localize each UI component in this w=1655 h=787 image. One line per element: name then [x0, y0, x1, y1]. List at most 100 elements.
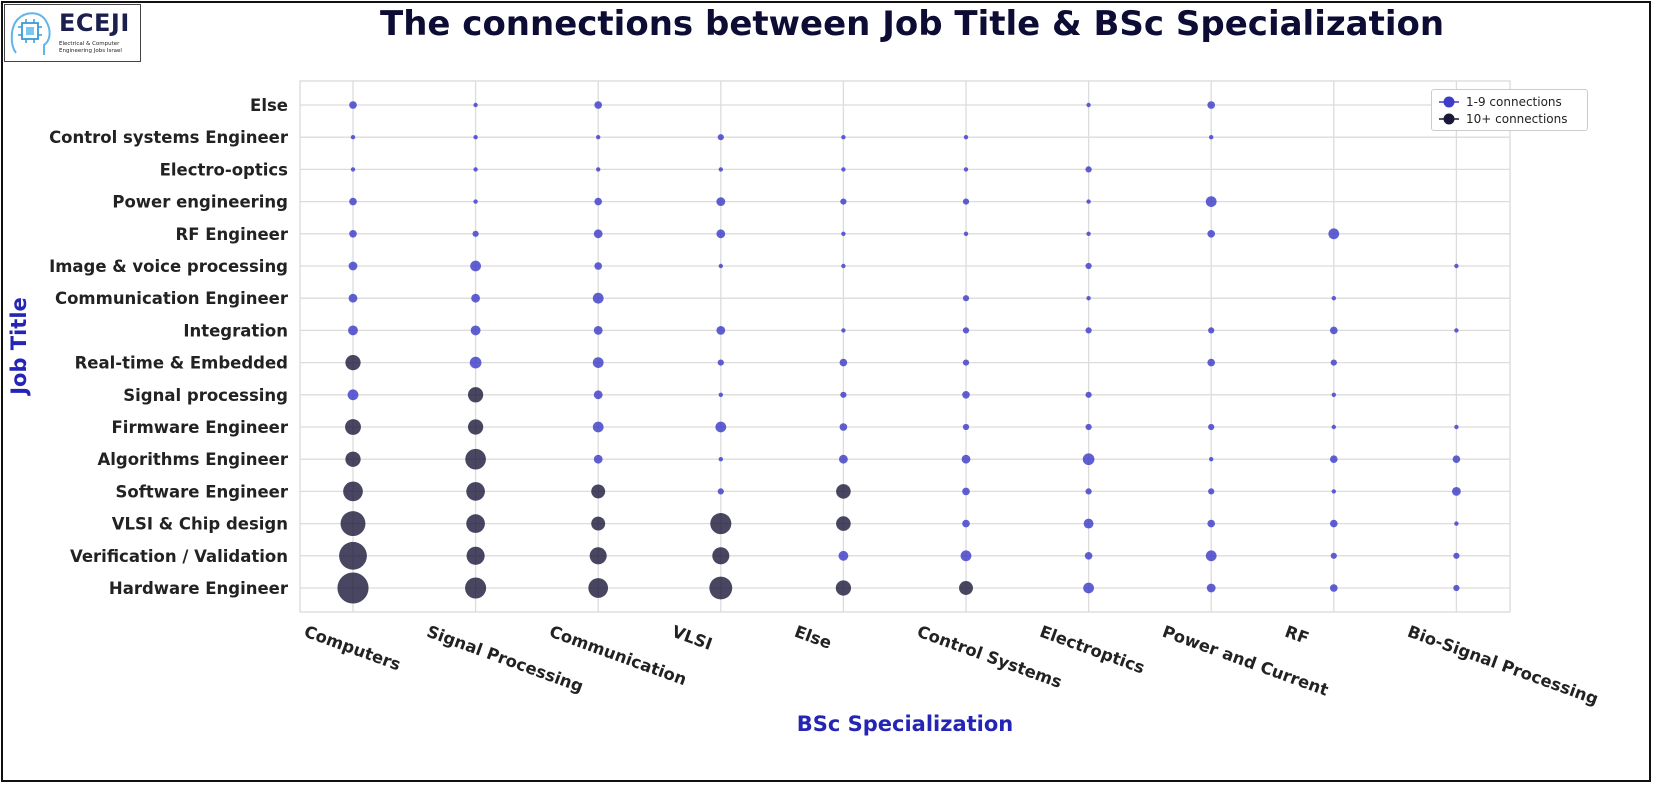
bubble-point: [1086, 296, 1091, 301]
legend-marker-high: [1439, 113, 1459, 125]
bubble-point: [835, 580, 852, 596]
y-tick-label: Real-time & Embedded: [75, 354, 288, 373]
bubble-point: [472, 230, 479, 237]
bubble-point: [1208, 327, 1215, 334]
logo-name: ECEJI: [59, 9, 130, 37]
bubble-point: [963, 167, 969, 172]
bubble-point: [348, 293, 358, 303]
bubble-point: [1208, 488, 1215, 495]
bubble-point: [1331, 424, 1337, 430]
x-tick-label: Else: [792, 622, 834, 653]
bubble-point: [471, 293, 480, 303]
bubble-point: [961, 454, 971, 464]
legend-label-low: 1-9 connections: [1466, 95, 1562, 109]
bubble-point: [1082, 453, 1095, 466]
bubble-point: [348, 261, 358, 271]
bubble-point: [588, 578, 609, 598]
bubble-point: [1085, 391, 1092, 398]
y-axis-label: Job Title: [7, 297, 31, 397]
bubble-point: [839, 454, 848, 464]
legend-marker-low: [1439, 96, 1459, 108]
bubble-point: [718, 392, 723, 397]
bubble-point: [1454, 263, 1459, 269]
bubble-point: [1086, 102, 1091, 108]
bubble-point: [349, 229, 357, 238]
bubble-point: [718, 263, 723, 269]
y-tick-label: Electro-optics: [160, 160, 289, 179]
bubble-point: [594, 262, 603, 270]
bubble-point: [962, 487, 970, 496]
bubble-point: [962, 423, 970, 431]
bubble-point: [1208, 423, 1215, 431]
bubble-point: [962, 390, 970, 399]
y-tick-label: VLSI & Chip design: [112, 515, 288, 534]
bubble-point: [1083, 518, 1094, 529]
bubble-point: [345, 419, 361, 435]
bubble-point: [1084, 551, 1093, 560]
bubble-point: [963, 231, 969, 236]
bubble-point: [594, 101, 603, 109]
bubble-point: [349, 197, 357, 206]
bubble-point: [841, 167, 846, 172]
bubble-point: [343, 481, 363, 502]
bubble-point: [1086, 231, 1091, 236]
bubble-point: [473, 167, 478, 172]
bubble-point: [1452, 455, 1461, 464]
bubble-point: [1331, 296, 1337, 301]
bubble-point: [593, 326, 603, 335]
bubble-point: [841, 328, 846, 333]
bubble-point: [1330, 359, 1337, 366]
bubble-point: [962, 327, 970, 334]
x-tick-label: Computers: [302, 622, 404, 675]
bubble-point: [960, 550, 972, 562]
bubble-point: [836, 516, 851, 531]
bubble-point: [339, 541, 367, 570]
legend-label-high: 10+ connections: [1466, 112, 1568, 126]
bubble-point: [1083, 582, 1094, 594]
bubble-point: [1085, 327, 1092, 334]
bubble-point: [1085, 166, 1092, 173]
y-tick-label: Control systems Engineer: [49, 128, 289, 147]
bubble-point: [473, 135, 478, 140]
bubble-point: [345, 354, 361, 371]
bubble-point: [596, 135, 601, 140]
bubble-point: [838, 550, 849, 561]
bubble-point: [470, 325, 481, 336]
bubble-point: [1329, 584, 1338, 592]
bubble-point: [717, 488, 724, 495]
bubble-point: [716, 229, 726, 239]
bubble-point: [1330, 552, 1337, 559]
bubble-point: [350, 135, 356, 140]
x-tick-label: RF: [1282, 622, 1311, 648]
y-tick-label: Firmware Engineer: [112, 418, 289, 437]
bubble-point: [473, 199, 478, 204]
bubble-point: [467, 387, 484, 403]
x-axis-label: BSc Specialization: [797, 712, 1014, 736]
bubble-point: [717, 134, 724, 141]
bubble-point: [718, 167, 723, 172]
bubble-point: [715, 421, 727, 433]
x-tick-label: VLSI: [669, 622, 714, 654]
bubble-point: [1207, 358, 1216, 367]
bubble-point: [836, 484, 851, 499]
bubble-point: [1331, 489, 1337, 494]
bubble-point: [718, 457, 723, 462]
bubble-point: [1085, 423, 1092, 431]
bubble-point: [1207, 229, 1216, 238]
bubble-point: [1453, 584, 1460, 592]
bubble-point: [963, 135, 969, 140]
bubble-point: [841, 263, 846, 269]
y-tick-label: Hardware Engineer: [109, 579, 289, 598]
legend: 1-9 connections 10+ connections: [1431, 89, 1588, 131]
bubble-point: [710, 513, 732, 535]
bubble-point: [1329, 455, 1338, 464]
y-tick-label: Algorithms Engineer: [97, 450, 288, 469]
bubble-point: [350, 167, 356, 172]
bubble-point: [473, 102, 478, 108]
bubble-point: [1205, 550, 1217, 562]
logo-subtitle: Electrical & Computer Engineering Jobs I…: [59, 41, 122, 54]
bubble-point: [841, 135, 846, 140]
bubble-point: [1452, 487, 1461, 496]
bubble-point: [348, 325, 358, 336]
